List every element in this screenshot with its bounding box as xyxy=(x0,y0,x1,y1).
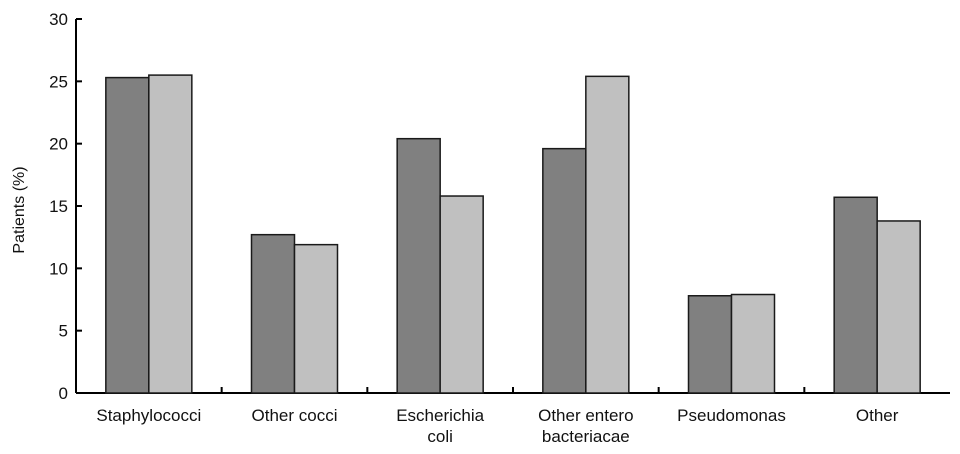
x-category-label-line: bacteriacae xyxy=(542,427,630,446)
y-tick-label: 20 xyxy=(49,135,68,154)
bar xyxy=(148,74,193,394)
y-axis-title: Patients (%) xyxy=(11,166,28,253)
y-tick-label: 10 xyxy=(49,259,68,278)
bar xyxy=(876,220,921,394)
x-category-label-line: Pseudomonas xyxy=(677,406,786,425)
x-category-label: Staphylococci xyxy=(96,406,201,425)
bar xyxy=(687,295,733,394)
y-tick-label: 15 xyxy=(49,197,68,216)
y-tick-label: 25 xyxy=(49,72,68,91)
x-category-label: Escherichia coli xyxy=(396,406,484,446)
x-category-label: Other cocci xyxy=(252,406,338,425)
x-category-label: Pseudomonas xyxy=(677,406,786,425)
y-tick-label: 5 xyxy=(59,322,68,341)
x-category-label-line: coli xyxy=(427,427,453,446)
bar xyxy=(293,243,339,394)
bar xyxy=(730,293,776,394)
y-tick-label: 0 xyxy=(59,384,68,403)
x-category-label-line: Other xyxy=(856,406,899,425)
y-tick-label: 30 xyxy=(49,10,68,29)
bar xyxy=(439,195,484,394)
x-category-label-line: Escherichia xyxy=(396,406,484,425)
x-category-label: Other xyxy=(856,406,899,425)
bar xyxy=(105,76,150,394)
x-category-label-line: Staphylococci xyxy=(96,406,201,425)
bar xyxy=(585,75,630,394)
x-category-label: Other entero bacteriacae xyxy=(538,406,633,446)
bar xyxy=(542,147,587,394)
bar xyxy=(396,137,441,394)
bar xyxy=(833,196,878,394)
x-category-label-line: Other cocci xyxy=(252,406,338,425)
x-category-label-line: Other entero xyxy=(538,406,633,425)
plot-area: 0 5 10 15 20 25 30 Staphylococci Other cocci Esch… xyxy=(49,10,950,446)
bar xyxy=(250,233,296,394)
